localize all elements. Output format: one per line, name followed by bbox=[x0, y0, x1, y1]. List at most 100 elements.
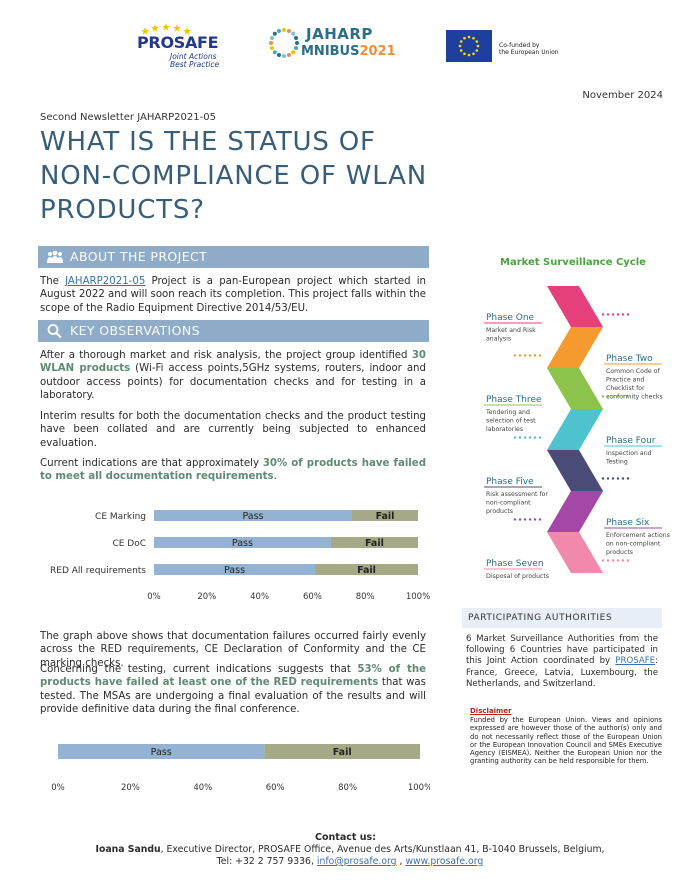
cycle-title: Market Surveillance Cycle bbox=[500, 257, 646, 268]
phase-description: non-compliant bbox=[486, 500, 531, 507]
phase-description: Inspection and bbox=[606, 450, 652, 457]
cycle-segment bbox=[547, 286, 603, 327]
people-icon bbox=[47, 250, 63, 263]
leader-dot bbox=[533, 436, 537, 439]
phase-description: Disposal of products bbox=[486, 573, 549, 580]
bar-fail bbox=[352, 510, 418, 521]
prosafe-logo: PROSAFE Joint Actions Best Practice bbox=[133, 22, 223, 72]
disclaimer-text: Funded by the European Union. Views and … bbox=[470, 716, 662, 766]
x-tick-label: 20% bbox=[197, 592, 216, 602]
leader-dot bbox=[611, 313, 615, 316]
jaharp-logo: JAHARP MNIBUS2021 bbox=[266, 25, 396, 65]
bar-label: Fail bbox=[376, 511, 395, 522]
leader-dot bbox=[606, 313, 610, 316]
leader-dot bbox=[611, 477, 615, 480]
jaharp-project-link[interactable]: JAHARP2021-05 bbox=[65, 276, 146, 287]
phase-description: Enforcement actions bbox=[606, 532, 670, 539]
phase-description: laboratories bbox=[486, 426, 523, 433]
cycle-segment bbox=[547, 368, 603, 409]
leader-dot bbox=[528, 518, 532, 521]
leader-dot bbox=[616, 313, 620, 316]
bar-pass bbox=[154, 537, 331, 548]
cycle-segment bbox=[547, 532, 603, 573]
email-link[interactable]: info@prosafe.org bbox=[316, 856, 397, 867]
bar-fail bbox=[315, 564, 418, 575]
observation-p2: Interim results for both the documentati… bbox=[40, 411, 426, 449]
phase-description: Market and Risk bbox=[486, 327, 536, 334]
phase-description: on non-compliant bbox=[606, 541, 661, 548]
phase-name: Phase Seven bbox=[486, 559, 544, 569]
phase-description: selection of test bbox=[486, 418, 536, 425]
leader-dot bbox=[621, 313, 625, 316]
bar-fail bbox=[264, 744, 420, 759]
leader-dot bbox=[528, 354, 532, 357]
website-link[interactable]: www.prosafe.org bbox=[405, 856, 484, 867]
prosafe-tagline-2: Best Practice bbox=[170, 60, 220, 69]
stars-icon bbox=[141, 23, 191, 35]
leader-dot bbox=[601, 313, 605, 316]
bar-label: Fail bbox=[365, 538, 384, 549]
eu-cofunded-logo: Co-funded by the European Union bbox=[446, 30, 596, 66]
leader-dot bbox=[523, 354, 527, 357]
prosafe-link[interactable]: PROSAFE bbox=[615, 656, 656, 667]
leader-dot bbox=[606, 477, 610, 480]
bar-label: Pass bbox=[151, 747, 172, 758]
about-heading: ABOUT THE PROJECT bbox=[70, 249, 208, 264]
x-tick-label: 100% bbox=[408, 783, 430, 793]
phase-name: Phase One bbox=[486, 313, 535, 323]
observation-p5: Concerning the testing, current indicati… bbox=[40, 664, 426, 716]
dot-ring-icon bbox=[269, 28, 299, 58]
cycle-segment bbox=[547, 450, 603, 491]
x-tick-label: 20% bbox=[121, 783, 140, 793]
documentation-chart: CE Marking Pass Fail CE DoC Pass Fail RED All … bbox=[50, 510, 430, 602]
leader-dot bbox=[616, 559, 620, 562]
leader-dot bbox=[626, 395, 630, 398]
eu-cofunded-text: Co-funded by the European Union bbox=[499, 42, 559, 56]
x-tick-label: 40% bbox=[193, 783, 212, 793]
phase-description: Tendering and bbox=[485, 409, 530, 416]
phase-description: products bbox=[606, 549, 633, 556]
participating-heading: PARTICIPATING AUTHORITIES bbox=[462, 608, 662, 628]
jaharp-wordmark: JAHARP bbox=[306, 25, 373, 43]
observation-p3: Current indications are that approximate… bbox=[40, 458, 426, 483]
observation-p4: The graph above shows that documentation… bbox=[40, 631, 426, 669]
bar-label: Fail bbox=[333, 747, 352, 758]
leader-dot bbox=[538, 518, 542, 521]
leader-dot bbox=[513, 518, 517, 521]
cycle-segment bbox=[547, 327, 603, 368]
leader-dot bbox=[538, 354, 542, 357]
leader-dot bbox=[533, 518, 537, 521]
leader-dot bbox=[621, 395, 625, 398]
bar-label: Pass bbox=[224, 565, 245, 576]
phase-description: Risk assessment for bbox=[486, 491, 548, 498]
leader-dot bbox=[518, 518, 522, 521]
about-paragraph: The JAHARP2021-05 Project is a pan-Europ… bbox=[40, 276, 426, 314]
leader-dot bbox=[611, 395, 615, 398]
bar-label: Fail bbox=[357, 565, 376, 576]
eu-flag-icon bbox=[446, 30, 492, 62]
phase-description: Practice and bbox=[606, 377, 644, 384]
leader-dot bbox=[606, 559, 610, 562]
leader-dot bbox=[601, 559, 605, 562]
testing-chart: Pass Fail 0% 20% 40% 60% 80% 100% bbox=[51, 744, 430, 793]
leader-dot bbox=[518, 436, 522, 439]
leader-dot bbox=[533, 354, 537, 357]
x-tick-label: 80% bbox=[356, 592, 375, 602]
phase-name: Phase Three bbox=[486, 395, 542, 405]
x-tick-label: 0% bbox=[51, 783, 65, 793]
x-tick-label: 40% bbox=[250, 592, 269, 602]
key-observations-bar: KEY OBSERVATIONS bbox=[38, 320, 429, 342]
market-surveillance-cycle: Phase One Market and Risk analysis Phase Tw… bbox=[484, 286, 670, 580]
contact-name: Ioana Sandu bbox=[95, 844, 161, 855]
phase-name: Phase Four bbox=[606, 436, 656, 446]
x-tick-label: 100% bbox=[406, 592, 430, 602]
leader-dot bbox=[538, 436, 542, 439]
bar-label: Pass bbox=[242, 511, 263, 522]
bar-fail bbox=[330, 537, 418, 548]
prosafe-tagline-1: Joint Actions bbox=[170, 52, 217, 61]
omnibus-wordmark: MNIBUS2021 bbox=[301, 44, 396, 59]
phase-name: Phase Two bbox=[606, 354, 653, 364]
leader-dot bbox=[621, 559, 625, 562]
bar-pass bbox=[154, 564, 316, 575]
phase-description: analysis bbox=[486, 336, 511, 343]
